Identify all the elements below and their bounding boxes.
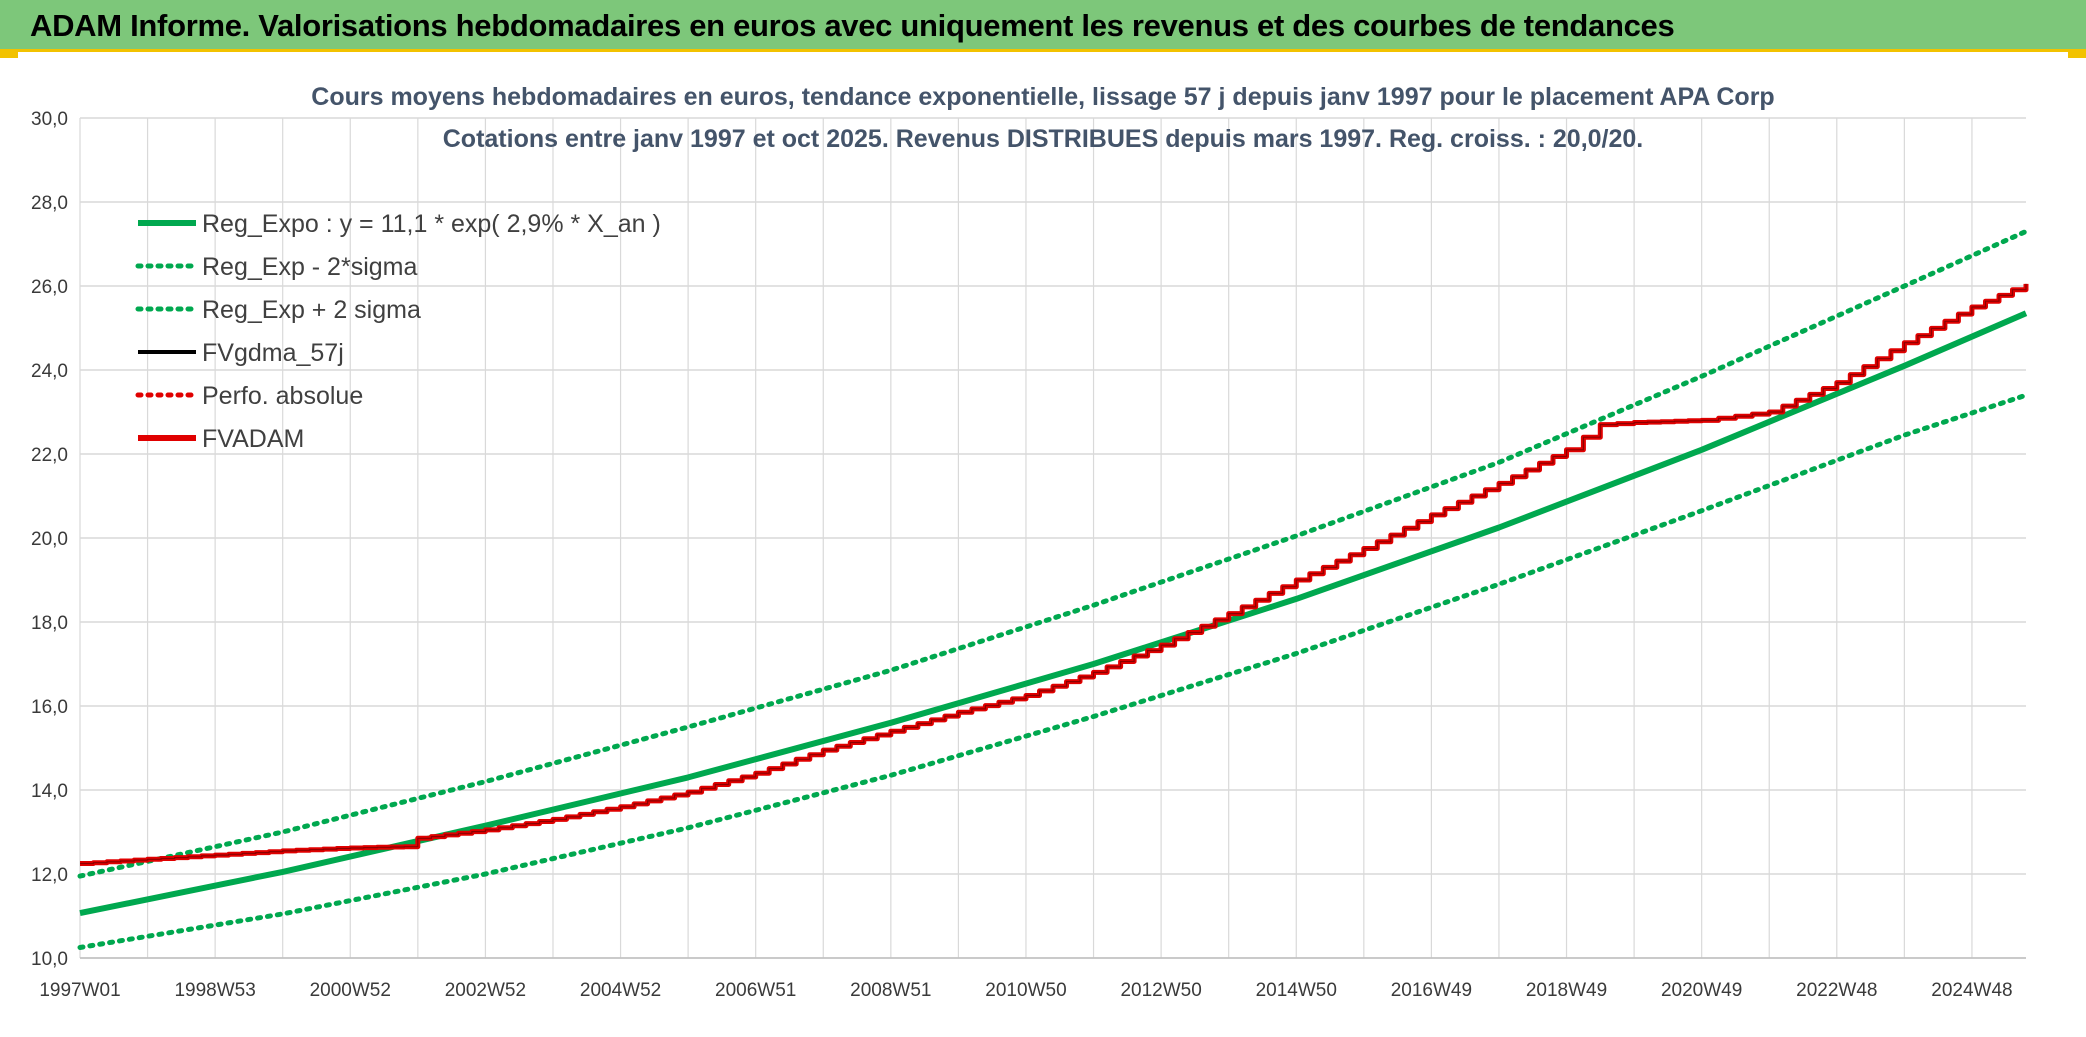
y-tick-label: 18,0 <box>31 613 68 634</box>
legend-label: Reg_Exp + 2 sigma <box>202 296 421 324</box>
x-tick-label: 2018W49 <box>1526 980 1607 1001</box>
series-line-fvadam <box>80 283 2029 866</box>
report-title: ADAM Informe. Valorisations hebdomadaire… <box>30 8 1675 43</box>
y-tick-label: 12,0 <box>31 865 68 886</box>
x-tick-label: 2020W49 <box>1661 980 1742 1001</box>
axes: 10,0 12,0 14,0 16,0 18,0 20,0 22,0 24,0 26,0 28,0… <box>31 109 2026 1001</box>
y-tick-label: 26,0 <box>31 277 68 298</box>
series <box>77 228 2029 950</box>
corner-mark-left <box>0 52 18 58</box>
series-line-upper-band <box>77 228 2029 879</box>
chart-subtitle: Cotations entre janv 1997 et oct 2025. R… <box>443 125 1644 153</box>
x-tick-label: 2006W51 <box>715 980 796 1001</box>
x-tick-label: 2012W50 <box>1120 980 1201 1001</box>
y-tick-label: 30,0 <box>31 109 68 130</box>
x-tick-label: 1997W01 <box>39 980 120 1001</box>
y-tick-label: 28,0 <box>31 193 68 214</box>
y-tick-label: 20,0 <box>31 529 68 550</box>
x-tick-label: 2024W48 <box>1931 980 2012 1001</box>
legend-item: FVgdma_57j <box>138 339 344 367</box>
x-tick-label: 2002W52 <box>445 980 526 1001</box>
corner-mark-right <box>2068 52 2086 58</box>
x-tick-label: 2004W52 <box>580 980 661 1001</box>
legend-label: FVADAM <box>202 425 304 453</box>
legend-label: Reg_Exp - 2*sigma <box>202 253 417 281</box>
y-tick-label: 24,0 <box>31 361 68 382</box>
legend-item: Reg_Expo : y = 11,1 * exp( 2,9% * X_an ) <box>138 210 661 238</box>
legend-label: FVgdma_57j <box>202 339 344 367</box>
chart-area: 10,0 12,0 14,0 16,0 18,0 20,0 22,0 24,0 26,0 28,0… <box>0 55 2086 1037</box>
series-line-regression <box>79 310 2028 917</box>
x-tick-label: 1998W53 <box>174 980 255 1001</box>
series-line-lower-band <box>77 392 2029 950</box>
x-tick-label: 2000W52 <box>310 980 391 1001</box>
legend-item: Reg_Exp + 2 sigma <box>135 296 421 324</box>
header-bar: ADAM Informe. Valorisations hebdomadaire… <box>0 0 2086 52</box>
legend-item: Perfo. absolue <box>135 382 363 410</box>
x-tick-label: 2016W49 <box>1391 980 1472 1001</box>
y-tick-label: 16,0 <box>31 697 68 718</box>
legend-item: FVADAM <box>138 425 304 453</box>
x-tick-label: 2008W51 <box>850 980 931 1001</box>
legend: Reg_Expo : y = 11,1 * exp( 2,9% * X_an )… <box>135 210 661 453</box>
chart-title: Cours moyens hebdomadaires en euros, ten… <box>311 83 1774 111</box>
y-tick-label: 10,0 <box>31 949 68 970</box>
legend-item: Reg_Exp - 2*sigma <box>135 253 417 281</box>
legend-label: Reg_Expo : y = 11,1 * exp( 2,9% * X_an ) <box>202 210 661 238</box>
y-tick-label: 22,0 <box>31 445 68 466</box>
x-tick-label: 2022W48 <box>1796 980 1877 1001</box>
line-chart: 10,0 12,0 14,0 16,0 18,0 20,0 22,0 24,0 26,0 28,0… <box>31 83 2029 1001</box>
y-tick-label: 14,0 <box>31 781 68 802</box>
series-line-fvadam-core <box>80 283 2027 865</box>
grid <box>79 117 2026 959</box>
legend-label: Perfo. absolue <box>202 382 363 410</box>
x-tick-label: 2010W50 <box>985 980 1066 1001</box>
x-tick-label: 2014W50 <box>1256 980 1337 1001</box>
